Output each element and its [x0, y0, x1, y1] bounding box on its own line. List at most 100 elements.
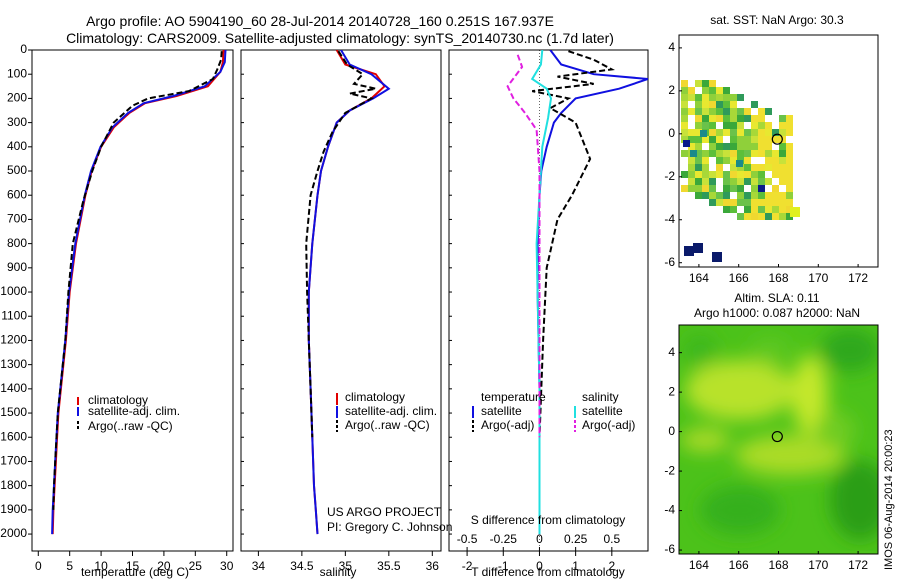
map-x-tick-label: 166	[729, 271, 749, 285]
series-line-climatology	[307, 50, 386, 535]
sst-cell	[751, 171, 758, 178]
sst-cell	[772, 129, 779, 136]
sst-cell	[684, 246, 694, 256]
sst-cell	[700, 130, 707, 137]
sst-cell	[688, 87, 695, 94]
series-line-satellite-adj-clim-	[51, 50, 227, 535]
sst-cell	[709, 150, 716, 157]
sst-cell	[779, 122, 786, 129]
sst-cell	[772, 206, 779, 213]
sst-cell	[751, 178, 758, 185]
sst-cell	[702, 171, 709, 178]
sst-cell	[723, 129, 730, 136]
map-y-tick-label: 2	[668, 384, 675, 398]
x-tick-label: 35	[339, 559, 353, 573]
sst-cell	[723, 122, 730, 129]
sst-cell	[723, 87, 730, 94]
sst-cell	[681, 101, 688, 108]
sst-cell	[786, 129, 793, 136]
x-tick-label: 20	[157, 559, 171, 573]
sst-cell	[723, 108, 730, 115]
sla-map-panel: Altim. SLA: 0.11 Argo h1000: 0.087 h2000…	[664, 291, 879, 572]
sst-cell	[688, 143, 695, 150]
sst-cell	[716, 164, 723, 171]
temperature-legend-climatology: climatology	[88, 393, 148, 407]
sst-cell	[786, 150, 793, 157]
depth-tick-label: 1600	[0, 429, 27, 443]
depth-tick-label: 1900	[0, 502, 27, 516]
sst-cell	[695, 157, 702, 164]
sst-cell	[709, 129, 716, 136]
sla-map-field	[679, 325, 878, 554]
sst-cell	[716, 87, 723, 94]
sst-cell	[751, 206, 758, 213]
sst-cell	[736, 160, 743, 167]
sst-cell	[723, 199, 730, 206]
sst-cell	[723, 150, 730, 157]
sst-cell	[730, 150, 737, 157]
sst-cell	[744, 115, 751, 122]
map-y-tick-label: 4	[668, 40, 675, 54]
temperature-panel: 0 5 10 15 20 25 30 temperature (deg C) climato…	[31, 49, 234, 579]
sst-cell	[683, 140, 690, 147]
sst-cell	[744, 108, 751, 115]
depth-tick-label: 100	[7, 66, 27, 80]
sst-cell	[695, 171, 702, 178]
sst-cell	[716, 129, 723, 136]
sst-cell	[772, 192, 779, 199]
sst-cell	[702, 192, 709, 199]
sst-cell	[737, 164, 744, 171]
sst-cell	[751, 143, 758, 150]
sst-cell	[786, 206, 793, 213]
x2-tick-label: 0.25	[564, 532, 588, 546]
sst-cell	[744, 164, 751, 171]
depth-tick-label: 900	[7, 260, 27, 274]
sst-cell	[695, 115, 702, 122]
map-x-tick-label: 166	[729, 558, 749, 572]
sst-cell	[765, 157, 772, 164]
temperature-legend-satellite: satellite-adj. clim.	[88, 404, 180, 418]
sst-cell	[758, 192, 765, 199]
depth-tick-label: 1700	[0, 454, 27, 468]
x2-tick-label: -0.5	[457, 532, 478, 546]
sst-cell	[681, 108, 688, 115]
sst-cell	[688, 129, 695, 136]
sst-cell	[786, 115, 793, 122]
sst-cell	[751, 192, 758, 199]
depth-axis: 0 100 200 300 400 500 600 700 800 900 1000 1100 1200…	[0, 42, 452, 540]
sst-cell	[723, 157, 730, 164]
sst-map-cells	[681, 80, 800, 262]
sst-cell	[709, 101, 716, 108]
sst-cell	[716, 101, 723, 108]
sst-cell	[681, 80, 688, 87]
sst-cell	[695, 129, 702, 136]
sst-cell	[737, 115, 744, 122]
sst-cell	[786, 199, 793, 206]
map-x-tick-label: 168	[768, 558, 788, 572]
sst-cell	[702, 101, 709, 108]
sst-cell	[737, 129, 744, 136]
sst-cell	[702, 80, 709, 87]
sst-cell	[765, 150, 772, 157]
sst-cell	[737, 213, 744, 220]
sst-cell	[716, 94, 723, 101]
difference-plot-frame	[448, 49, 649, 552]
sla-argo-position-marker	[771, 430, 783, 443]
sst-cell	[758, 108, 765, 115]
pi-label: PI: Gregory C. Johnson	[327, 520, 452, 534]
sst-cell	[737, 122, 744, 129]
sst-cell	[730, 185, 737, 192]
x-tick-label: -2	[462, 559, 473, 573]
sst-map-panel: sat. SST: NaN Argo: 30.3 164 166 168 170 172…	[664, 13, 879, 285]
depth-tick-label: 1200	[0, 333, 27, 347]
sst-cell	[758, 136, 765, 143]
sst-cell	[688, 108, 695, 115]
sst-cell	[702, 122, 709, 129]
sst-cell	[702, 108, 709, 115]
sst-cell	[723, 94, 730, 101]
sst-cell	[681, 171, 688, 178]
sst-cell	[716, 171, 723, 178]
difference-legend-s-argo: Argo(-adj)	[582, 418, 635, 432]
sst-cell	[751, 129, 758, 136]
sst-cell	[688, 178, 695, 185]
